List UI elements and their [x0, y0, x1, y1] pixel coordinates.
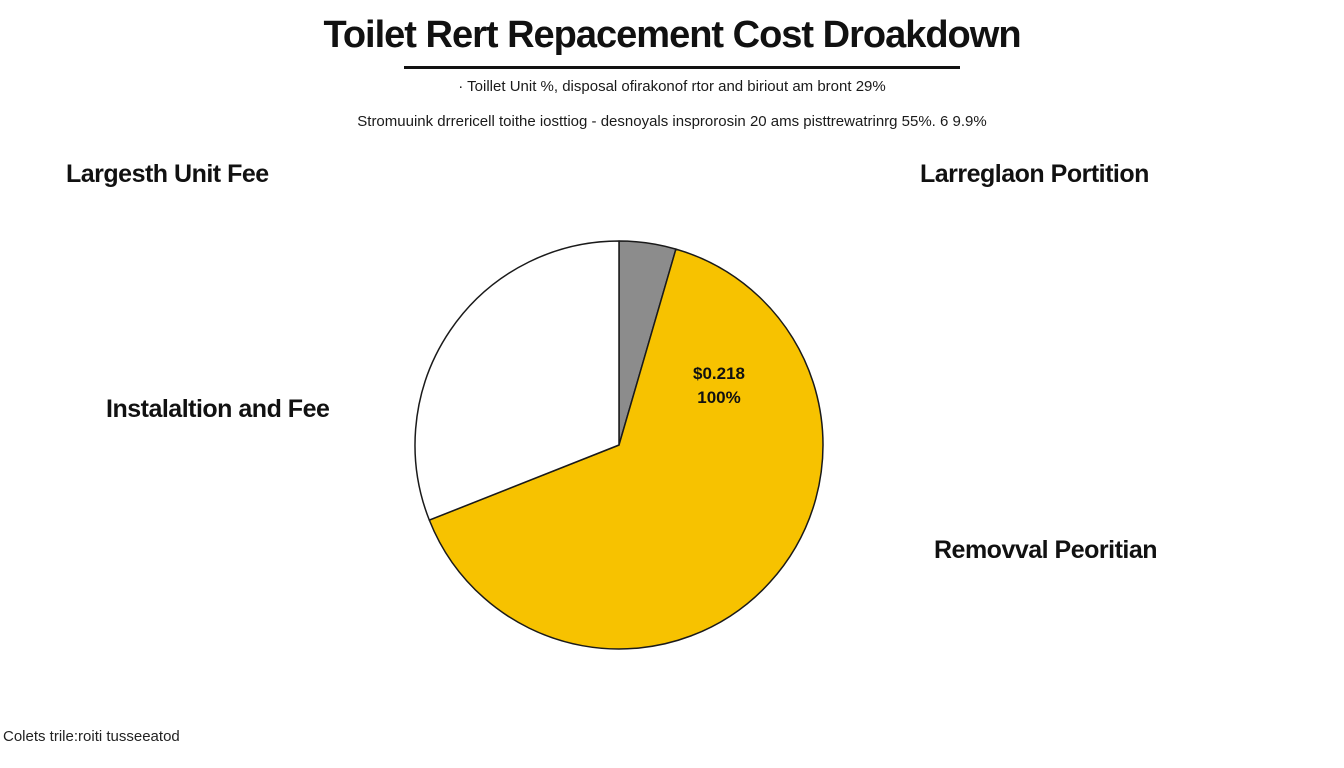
- slice-amount-label: $0.218: [693, 364, 745, 383]
- footnote: Colets trile:roiti tusseeatod: [3, 728, 180, 745]
- chart-subtitle-2: Stromuuink drrericell toithe iosttiog - …: [357, 113, 987, 130]
- pie-slice-2: [428, 248, 824, 650]
- label-largest-portion: Larreglaon Portition: [920, 160, 1149, 188]
- pie-slice-3: [414, 240, 620, 521]
- label-installation-fee: Instalaltion and Fee: [106, 395, 330, 423]
- label-removal-portion: Removval Peoritian: [934, 536, 1158, 564]
- label-largest-unit-fee: Largesth Unit Fee: [66, 160, 269, 188]
- pie-slices: [414, 240, 824, 650]
- chart-subtitle-1: · Toillet Unit %, disposal ofirakonof rt…: [458, 78, 886, 95]
- chart-title: Toilet Rert Repacement Cost Droakdown: [323, 14, 1021, 56]
- title-underline: [404, 66, 960, 69]
- slice-percent-label: 100%: [697, 388, 740, 407]
